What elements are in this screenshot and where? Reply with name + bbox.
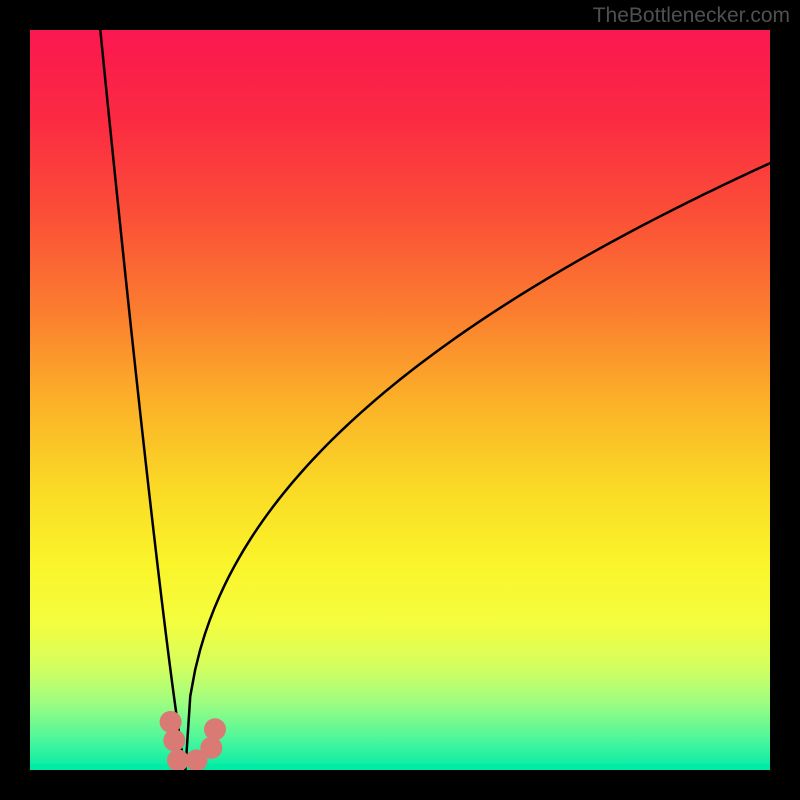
bottleneck-chart: TheBottlenecker.com xyxy=(0,0,800,800)
marker-point xyxy=(200,737,222,759)
marker-point xyxy=(163,729,185,751)
watermark-text: TheBottlenecker.com xyxy=(593,4,790,28)
marker-point xyxy=(204,718,226,740)
chart-svg xyxy=(0,0,800,800)
marker-point xyxy=(160,711,182,733)
plot-background xyxy=(30,30,770,770)
baseline-strip xyxy=(30,764,770,770)
